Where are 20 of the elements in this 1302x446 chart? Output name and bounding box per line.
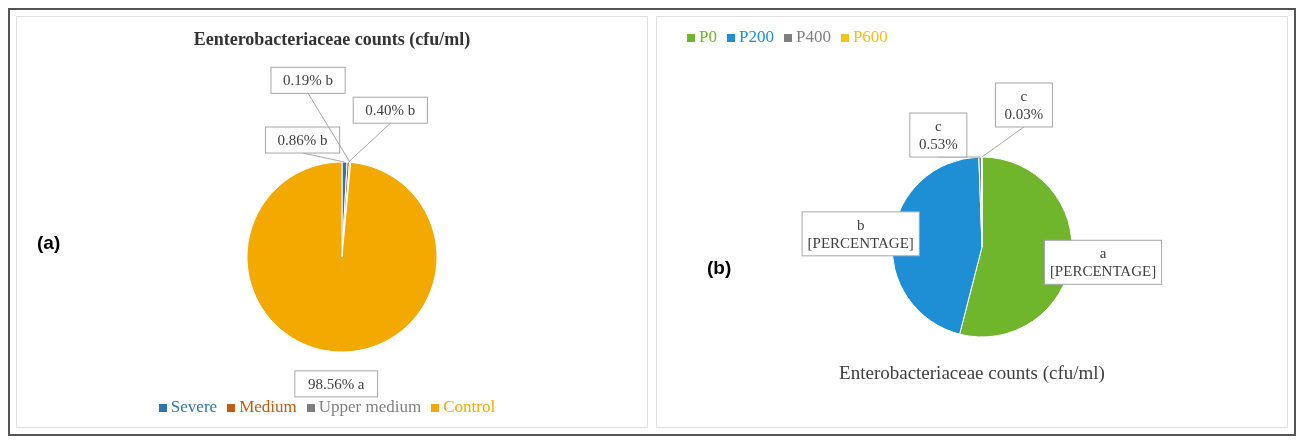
data-label: a [PERCENTAGE] [1049,245,1157,280]
legend-label: P600 [852,27,888,46]
data-label: b [PERCENTAGE] [807,216,914,251]
legend-label: Severe [170,397,218,416]
legend-label: P200 [738,27,774,46]
text: (a) [37,232,61,254]
data-label: 98.56% a [307,375,365,392]
data-label: c 0.03% [1004,88,1044,122]
data-label: 0.19% b [283,72,334,89]
legend-label: P400 [795,27,831,46]
legend-label: P0 [699,27,717,46]
data-label: c 0.53% [918,118,958,153]
data-label: 0.40% b [365,102,416,119]
legend-label: Medium [239,397,297,416]
chart-title: Eenterobacteriaceae counts (cfu/ml) [192,29,472,50]
text: (b) [707,257,732,279]
legend-label: Upper medium [318,397,422,416]
text: Enterobacteriaceae counts (cfu/ml) [838,362,1106,384]
legend-label: Control [443,397,496,416]
data-label: 0.86% b [277,132,328,149]
